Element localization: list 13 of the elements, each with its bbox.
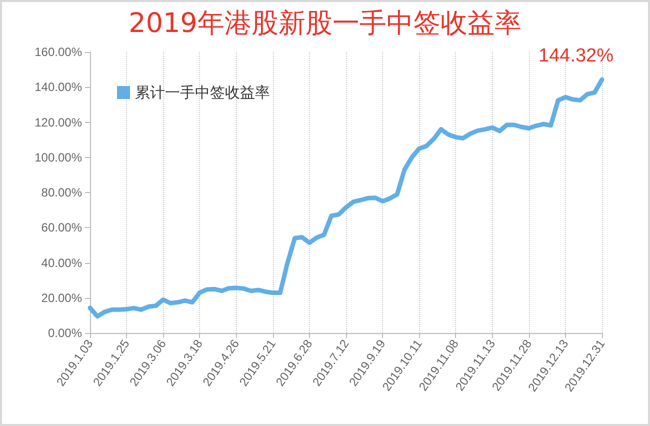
line-series [88, 77, 604, 319]
y-tick-label: 20.00% [41, 290, 82, 305]
chart-title: 2019年港股新股一手中签收益率 [128, 8, 522, 39]
y-tick-label: 40.00% [41, 256, 82, 270]
data-label: 144.32% [538, 46, 614, 67]
y-tick-label: 100.00% [34, 150, 82, 164]
y-tick-label: 0.00% [48, 326, 82, 340]
y-tick-label: 120.00% [34, 115, 82, 130]
legend-label: 累计一手中签收益率 [135, 84, 270, 102]
y-tick-label: 140.00% [34, 80, 82, 94]
y-tick-label: 80.00% [41, 186, 82, 200]
y-tick-label: 60.00% [41, 220, 82, 235]
y-tick-label: 160.00% [34, 45, 82, 59]
